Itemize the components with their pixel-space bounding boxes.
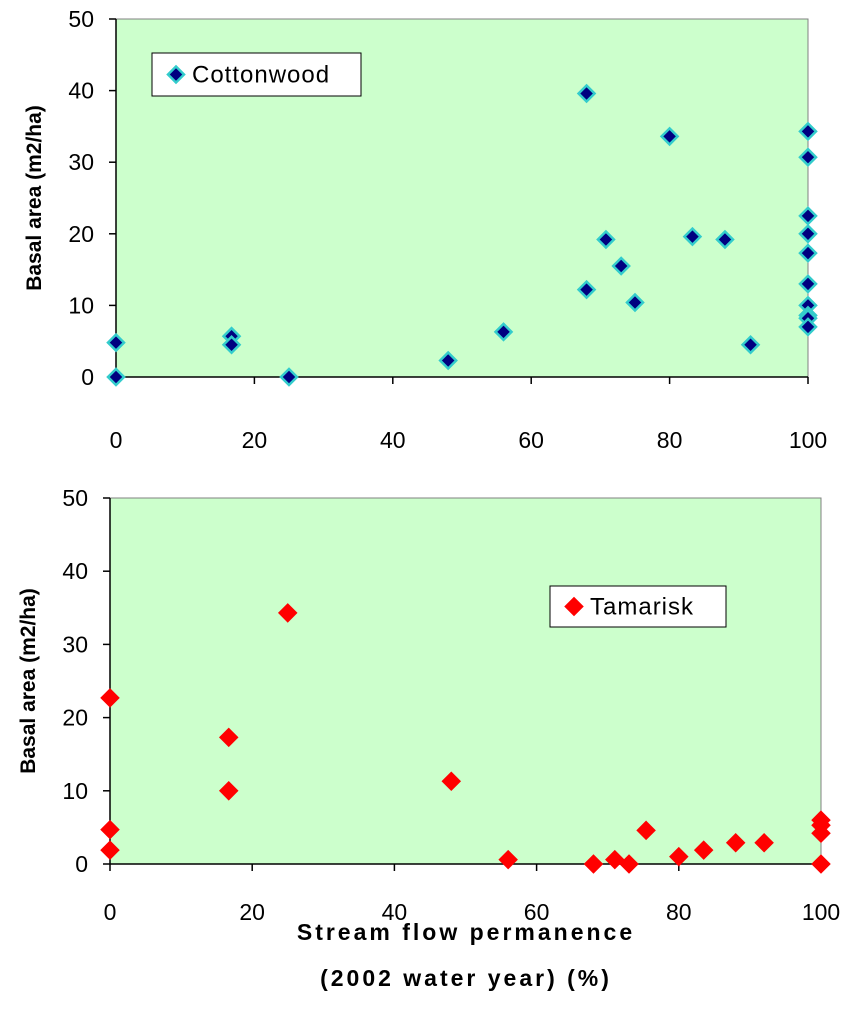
cottonwood-chart: 0 10 20 30 40 50 0 20 40 60 80 100 Basal area (m2/ha… (23, 6, 827, 453)
data-point (682, 226, 703, 247)
y-tick-label: 10 (62, 778, 88, 804)
data-point (798, 274, 818, 294)
legend-label: Cottonwood (192, 62, 330, 89)
y-tick-label: 20 (62, 705, 88, 731)
data-point (221, 335, 242, 355)
y-axis-label: Basal area (m2/ha) (17, 588, 40, 774)
data-point (693, 840, 714, 860)
y-tick-label: 20 (68, 221, 94, 247)
x-axis-label-line1: Stream flow permanence (297, 919, 635, 945)
data-point (576, 83, 597, 104)
legend-box (151, 52, 362, 97)
data-point (798, 147, 818, 167)
x-tick-label: 0 (104, 899, 117, 925)
data-point (576, 279, 597, 300)
y-tick-label: 0 (75, 851, 88, 877)
legend-marker (564, 596, 584, 617)
data-point (605, 849, 625, 870)
data-point (100, 819, 120, 840)
x-tick-label: 0 (110, 427, 123, 453)
data-point (669, 846, 689, 867)
x-tick-label: 60 (524, 899, 550, 925)
data-point (279, 367, 299, 387)
data-point (106, 332, 126, 353)
data-point (218, 781, 239, 801)
data-point (493, 322, 514, 342)
y-tick-label: 50 (62, 485, 88, 511)
data-point (438, 350, 458, 371)
y-tick-label: 30 (62, 631, 88, 657)
data-point (754, 833, 774, 853)
y-tick-label: 40 (68, 78, 94, 104)
data-point (636, 820, 656, 841)
y-tick-label: 50 (68, 6, 94, 32)
x-tick-label: 100 (802, 899, 840, 925)
x-tick-label: 80 (657, 427, 683, 453)
data-point (625, 292, 645, 313)
data-point (441, 771, 462, 792)
data-point (611, 256, 631, 276)
x-axis-label-line2: (2002 water year) (%) (320, 965, 612, 991)
data-point (798, 121, 818, 142)
data-point (218, 727, 239, 748)
x-tick-label: 20 (242, 427, 268, 453)
y-tick-label: 0 (81, 364, 94, 390)
data-point (811, 854, 831, 874)
x-tick-label: 20 (239, 899, 265, 925)
data-point (100, 688, 120, 708)
x-tick-label: 80 (666, 899, 692, 925)
data-point (798, 243, 818, 263)
y-axis-label: Basal area (m2/ha) (23, 105, 46, 291)
data-point (100, 840, 120, 860)
data-point (798, 317, 818, 337)
data-point (596, 229, 616, 250)
data-point (498, 849, 518, 870)
x-tick-label: 60 (518, 427, 544, 453)
data-point (798, 206, 818, 226)
data-point (740, 335, 761, 355)
legend-marker (166, 64, 186, 85)
data-point (619, 854, 639, 874)
data-point (715, 229, 735, 250)
tamarisk-chart: 0 10 20 30 40 50 0 20 40 60 80 100 Basal area (m2/ha… (17, 485, 840, 925)
legend-label: Tamarisk (590, 594, 694, 621)
data-point (811, 823, 831, 844)
y-tick-label: 30 (68, 149, 94, 175)
x-tick-label: 40 (382, 899, 408, 925)
plot-area (109, 497, 822, 865)
x-tick-label: 40 (380, 427, 406, 453)
data-point (659, 126, 680, 147)
data-point (725, 833, 746, 853)
data-point (798, 224, 818, 244)
data-point (277, 603, 298, 623)
y-tick-label: 40 (62, 558, 88, 584)
y-tick-label: 10 (68, 292, 94, 318)
x-tick-label: 100 (789, 427, 827, 453)
data-point (583, 854, 604, 874)
data-point (106, 367, 126, 387)
